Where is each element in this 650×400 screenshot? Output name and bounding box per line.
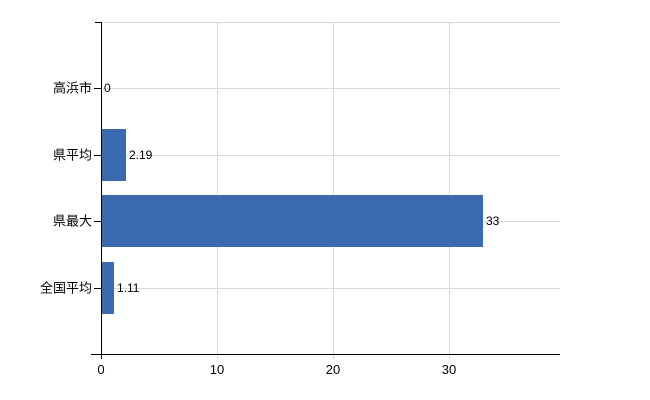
x-tick-label: 30 (441, 362, 457, 377)
horizontal-gridline (101, 88, 560, 89)
value-label: 2.19 (129, 148, 153, 162)
y-axis-line (101, 22, 102, 359)
plot-area: 0 2.19 33 1.11 (101, 22, 560, 359)
x-tick-label: 20 (325, 362, 341, 377)
plot-top-border (101, 22, 560, 23)
category-label: 県最大 (52, 213, 92, 229)
horizontal-gridline (101, 155, 560, 156)
vertical-gridline (449, 22, 450, 359)
vertical-gridline (217, 22, 218, 359)
bar-県最大 (101, 195, 483, 247)
y-tick-mark (94, 155, 101, 156)
bar-全国平均 (101, 262, 114, 314)
x-tick-label: 0 (97, 362, 105, 377)
bar-県平均 (101, 129, 126, 181)
x-axis-line (91, 354, 560, 355)
y-tick-mark (94, 288, 101, 289)
y-axis-top-tick (95, 22, 101, 23)
y-tick-mark (94, 88, 101, 89)
value-label: 1.11 (117, 281, 140, 295)
category-label: 県平均 (52, 147, 92, 163)
value-label: 0 (104, 81, 111, 95)
vertical-gridline (333, 22, 334, 359)
horizontal-gridline (101, 288, 560, 289)
y-tick-mark (94, 221, 101, 222)
x-tick-label: 10 (209, 362, 225, 377)
value-label: 33 (486, 214, 500, 228)
category-label: 全国平均 (39, 280, 92, 296)
category-label: 高浜市 (52, 80, 92, 96)
